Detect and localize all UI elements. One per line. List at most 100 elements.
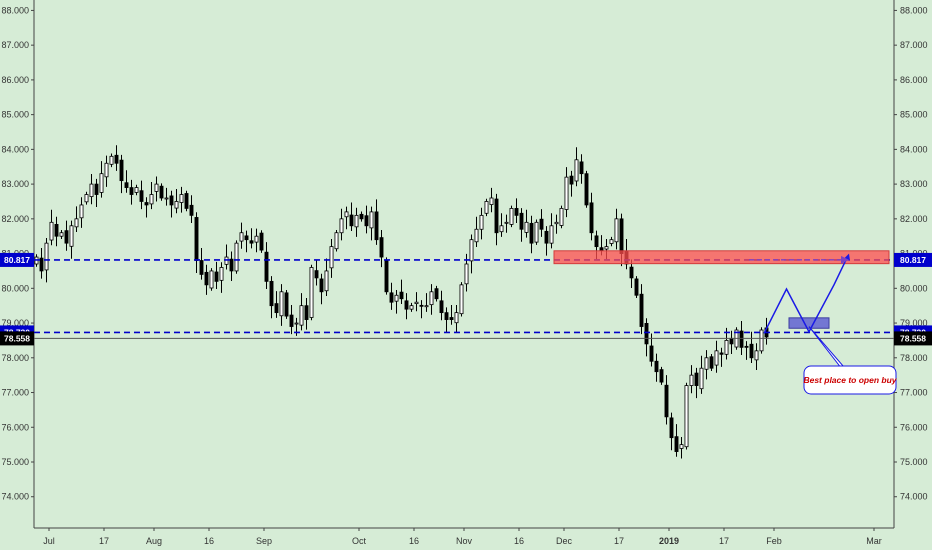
candle-body-up	[474, 228, 479, 243]
candle-body-down	[184, 193, 189, 209]
candle-body-up	[294, 322, 299, 325]
y-tick-label-left: 82.000	[1, 214, 29, 224]
candle-body-up	[724, 340, 729, 355]
candle	[244, 230, 249, 253]
candle	[519, 208, 524, 242]
y-tick-label-right: 80.000	[900, 283, 928, 293]
buy-zone	[788, 317, 830, 329]
y-tick-label-left: 87.000	[1, 40, 29, 50]
candle	[104, 155, 109, 187]
candle	[159, 183, 164, 201]
candle	[374, 199, 379, 245]
candle-body-down	[374, 211, 379, 241]
candle	[154, 176, 159, 202]
candle	[419, 300, 424, 319]
candle	[114, 145, 119, 171]
candle	[589, 192, 594, 241]
candle	[474, 216, 479, 247]
candle	[234, 240, 239, 274]
candle	[694, 367, 699, 399]
candle	[504, 214, 509, 233]
candle-body-down	[674, 436, 679, 452]
candle-body-down	[719, 352, 724, 355]
candle-body-down	[659, 369, 664, 383]
candle	[584, 170, 589, 208]
candle-body-down	[599, 247, 604, 251]
candle	[539, 209, 544, 237]
candle-body-down	[284, 292, 289, 317]
candle-body-down	[749, 343, 754, 359]
candle-body-up	[424, 305, 429, 308]
candle-body-up	[369, 211, 374, 229]
callout-text: Best place to open buy	[803, 375, 897, 385]
candle-body-up	[234, 242, 239, 272]
price-tag-left-label: 78.558	[4, 333, 30, 343]
candle	[209, 268, 214, 291]
candle-body-up	[174, 201, 179, 209]
y-tick-label-left: 86.000	[1, 75, 29, 85]
candle-body-down	[649, 345, 654, 362]
candle	[579, 154, 584, 184]
candle-body-down	[189, 204, 194, 216]
candle-body-up	[209, 270, 214, 289]
candle	[179, 186, 184, 213]
candle	[524, 209, 529, 238]
candle-body-down	[709, 356, 714, 369]
candle	[569, 170, 574, 197]
candle	[109, 153, 114, 168]
candle-body-down	[389, 292, 394, 303]
candle-body-down	[584, 173, 589, 206]
candle	[459, 282, 464, 317]
y-tick-label-right: 78.000	[900, 353, 928, 363]
candle	[314, 260, 319, 286]
candle	[659, 366, 664, 385]
candle	[759, 327, 764, 354]
y-tick-label-left: 88.000	[1, 5, 29, 15]
candle-body-up	[309, 267, 314, 318]
y-tick-label-right: 82.000	[900, 214, 928, 224]
candle-body-down	[129, 187, 134, 195]
candle-body-up	[509, 208, 514, 225]
candle-body-up	[759, 329, 764, 352]
x-tick-label: Aug	[146, 536, 162, 546]
candle	[339, 208, 344, 241]
x-tick-label: 16	[409, 536, 419, 546]
candle-body-down	[669, 417, 674, 439]
y-tick-label-right: 74.000	[900, 492, 928, 502]
candle-body-down	[364, 215, 369, 227]
candle-body-up	[69, 225, 74, 247]
candle-body-down	[169, 195, 174, 206]
candle-body-up	[59, 232, 64, 237]
candle	[564, 167, 569, 218]
candle	[274, 291, 279, 318]
candle	[544, 226, 549, 256]
candle	[554, 214, 559, 234]
candle-body-up	[279, 291, 284, 317]
y-tick-label-right: 85.000	[900, 110, 928, 120]
candle-body-down	[529, 222, 534, 244]
candle	[744, 341, 749, 360]
candle	[89, 174, 94, 205]
candle-body-up	[164, 197, 169, 200]
candle	[74, 206, 79, 233]
candle	[529, 215, 534, 254]
candle-body-down	[124, 182, 129, 188]
candle	[129, 179, 134, 205]
candle-body-up	[714, 350, 719, 366]
candle	[144, 197, 149, 218]
candle-body-up	[609, 239, 614, 244]
candle	[64, 220, 69, 251]
candle	[414, 292, 419, 312]
candle	[389, 282, 394, 310]
candle	[434, 285, 439, 302]
candle-body-down	[264, 251, 269, 282]
price-tag-left	[0, 331, 34, 346]
candle-body-up	[524, 221, 529, 233]
candle-body-down	[194, 217, 199, 261]
candle	[629, 259, 634, 288]
price-tag-left-label: 80.817	[4, 255, 30, 265]
candle-body-up	[454, 312, 459, 324]
candle	[559, 205, 564, 229]
candle-body-up	[699, 367, 704, 390]
